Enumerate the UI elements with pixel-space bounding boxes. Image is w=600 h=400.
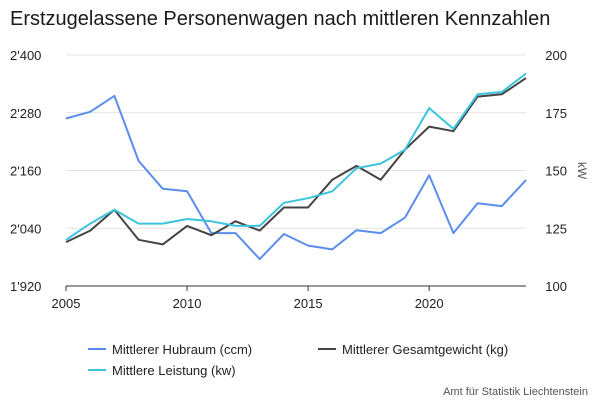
- x-tick-label: 2005: [52, 296, 81, 311]
- y-left-tick-label: 2'280: [10, 106, 41, 121]
- y-left-tick-label: 2'160: [10, 164, 41, 179]
- axes: 1'920 2'040 2'160 2'280 2'400 100 125 150 175 200…: [10, 48, 589, 311]
- source-note: Amt für Statistik Liechtenstein: [443, 386, 588, 398]
- legend-entry: Mittlere Leistung (kw): [112, 363, 236, 378]
- y-left-tick-label: 2'040: [10, 221, 41, 236]
- y-right-tick-label: 125: [545, 221, 567, 236]
- y-right-tick-label: 150: [545, 164, 567, 179]
- legend-entry: Mittlerer Gesamtgewicht (kg): [342, 342, 508, 357]
- legend: Mittlerer Hubraum (ccm) Mittlerer Gesamtg…: [88, 342, 508, 378]
- x-tick-label: 2015: [294, 296, 323, 311]
- series-line-1: [65, 94, 527, 261]
- legend-entry: Mittlerer Hubraum (ccm): [112, 342, 252, 357]
- y-right-axis-label: kW: [575, 162, 589, 180]
- series-line-2: [65, 77, 527, 246]
- y-left-tick-label: 2'400: [10, 48, 41, 63]
- series-line-3: [65, 72, 527, 241]
- series-lines: [65, 72, 527, 261]
- y-right-tick-label: 100: [545, 279, 567, 294]
- chart-title: Erstzugelassene Personenwagen nach mittl…: [10, 8, 551, 30]
- y-right-tick-label: 200: [545, 48, 567, 63]
- x-tick-label: 2020: [415, 296, 444, 311]
- y-left-tick-label: 1'920: [10, 279, 41, 294]
- x-tick-label: 2010: [173, 296, 202, 311]
- gridlines: [66, 54, 526, 287]
- y-right-tick-label: 175: [545, 106, 567, 121]
